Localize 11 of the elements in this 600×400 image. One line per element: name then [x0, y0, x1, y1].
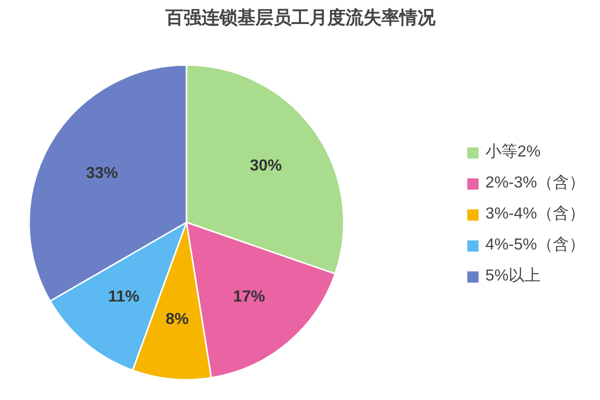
data-label: 33%: [86, 165, 118, 182]
data-label: 30%: [250, 157, 282, 174]
legend-label: 5%以上: [485, 266, 541, 286]
legend-label: 2%-3%（含）: [485, 174, 585, 194]
data-label: 11%: [108, 288, 140, 306]
chart-title: 百强连锁基层员工月度流失率情况: [164, 8, 436, 28]
legend-label: 3%-4%（含）: [485, 204, 585, 224]
legend-label: 小等2%: [485, 142, 541, 162]
legend-label: 4%-5%（含）: [485, 236, 585, 256]
data-label: 8%: [166, 311, 189, 328]
data-label: 17%: [233, 288, 266, 306]
